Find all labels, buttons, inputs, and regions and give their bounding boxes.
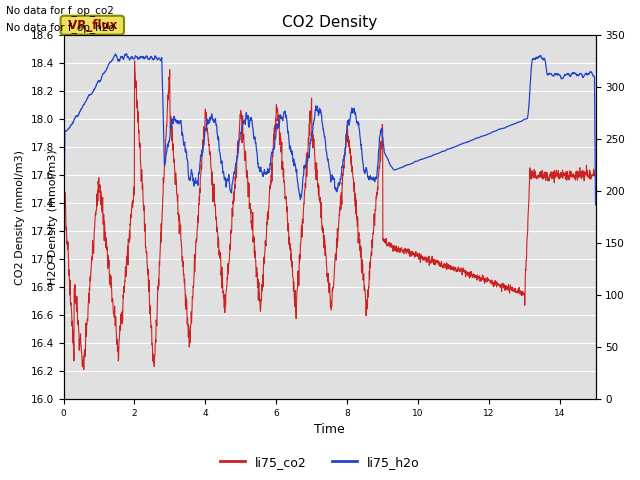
li75_co2 bbox=[479, 273, 487, 278]
li75_co2 bbox=[305, 142, 312, 147]
li75_co2 bbox=[577, 169, 584, 175]
li75_co2 bbox=[319, 225, 326, 231]
Y-axis label: H2O Density (mmol/m3): H2O Density (mmol/m3) bbox=[48, 149, 58, 285]
Text: No data for f_op_h2o: No data for f_op_h2o bbox=[6, 22, 115, 33]
li75_co2 bbox=[80, 367, 88, 372]
Text: VR_flux: VR_flux bbox=[63, 19, 121, 32]
li75_co2 bbox=[592, 169, 600, 175]
li75_co2 bbox=[577, 171, 584, 177]
Text: No data for f_op_co2: No data for f_op_co2 bbox=[6, 5, 115, 16]
li75_co2 bbox=[87, 267, 95, 273]
Line: li75_co2: li75_co2 bbox=[63, 61, 596, 370]
Y-axis label: CO2 Density (mmol/m3): CO2 Density (mmol/m3) bbox=[15, 150, 25, 285]
li75_co2 bbox=[131, 58, 138, 64]
Title: CO2 Density: CO2 Density bbox=[282, 15, 377, 30]
li75_co2 bbox=[60, 173, 67, 179]
X-axis label: Time: Time bbox=[314, 423, 345, 436]
Legend: li75_co2, li75_h2o: li75_co2, li75_h2o bbox=[215, 451, 425, 474]
